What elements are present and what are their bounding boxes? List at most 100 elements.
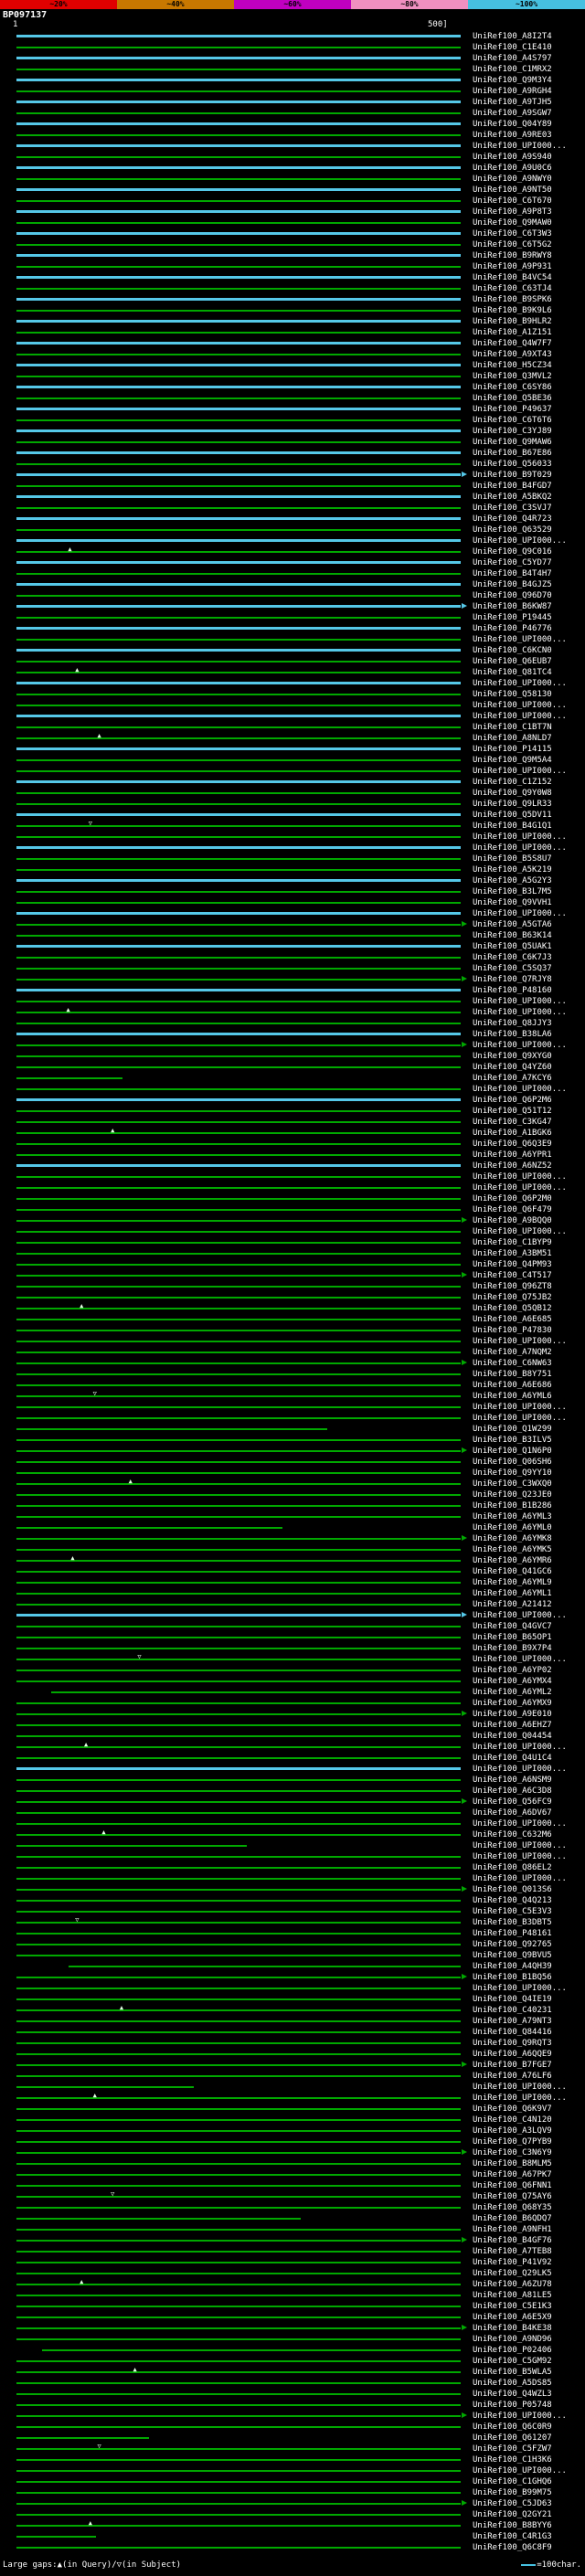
- subject-label[interactable]: UniRef100_C5JD63: [473, 2499, 552, 2508]
- alignment-bar[interactable]: [16, 79, 461, 81]
- alignment-bar[interactable]: [16, 1549, 461, 1551]
- alignment-bar[interactable]: [16, 661, 461, 663]
- subject-label[interactable]: UniRef100_A7KCY6: [473, 1074, 552, 1083]
- subject-label[interactable]: UniRef100_Q4W7F7: [473, 339, 552, 348]
- alignment-bar[interactable]: [16, 2393, 461, 2395]
- alignment-bar[interactable]: [16, 398, 461, 399]
- alignment-bar[interactable]: [16, 156, 461, 158]
- subject-label[interactable]: UniRef100_A5GTA6: [473, 920, 552, 929]
- alignment-bar[interactable]: [16, 1944, 461, 1945]
- subject-label[interactable]: UniRef100_Q75JB2: [473, 1293, 552, 1302]
- alignment-bar[interactable]: [16, 803, 461, 805]
- alignment-bar[interactable]: [16, 2086, 194, 2088]
- alignment-bar[interactable]: [16, 2196, 461, 2198]
- subject-label[interactable]: UniRef100_P48161: [473, 1929, 552, 1938]
- alignment-bar[interactable]: [16, 1988, 461, 1989]
- alignment-bar[interactable]: [16, 2141, 461, 2143]
- subject-label[interactable]: UniRef100_UPI000...: [473, 679, 567, 688]
- subject-label[interactable]: UniRef100_B67E86: [473, 449, 552, 458]
- subject-label[interactable]: UniRef100_UPI000...: [473, 1841, 567, 1850]
- subject-label[interactable]: UniRef100_C5FZW7: [473, 2444, 552, 2454]
- subject-label[interactable]: UniRef100_C6K7J3: [473, 953, 552, 962]
- alignment-bar[interactable]: [16, 1933, 461, 1935]
- alignment-bar[interactable]: [16, 1977, 461, 1978]
- subject-label[interactable]: UniRef100_Q4U1C4: [473, 1754, 552, 1763]
- alignment-bar[interactable]: [16, 188, 461, 191]
- alignment-bar[interactable]: [16, 441, 461, 443]
- subject-label[interactable]: UniRef100_C3N6Y9: [473, 2148, 552, 2157]
- alignment-bar[interactable]: [16, 1319, 461, 1320]
- alignment-bar[interactable]: [16, 1527, 283, 1529]
- alignment-bar[interactable]: [16, 210, 461, 213]
- subject-label[interactable]: UniRef100_Q9MAW0: [473, 218, 552, 228]
- subject-label[interactable]: UniRef100_Q4PM93: [473, 1260, 552, 1269]
- subject-label[interactable]: UniRef100_C5E3V3: [473, 1907, 552, 1916]
- subject-label[interactable]: UniRef100_A9NT50: [473, 186, 552, 195]
- alignment-bar[interactable]: [16, 1231, 461, 1233]
- subject-label[interactable]: UniRef100_A67PK7: [473, 2170, 552, 2179]
- alignment-bar[interactable]: [16, 517, 461, 520]
- subject-label[interactable]: UniRef100_Q06SH6: [473, 1458, 552, 1467]
- alignment-bar[interactable]: [16, 2053, 461, 2055]
- subject-label[interactable]: UniRef100_Q6P2M0: [473, 1194, 552, 1203]
- alignment-bar[interactable]: [16, 495, 461, 498]
- subject-label[interactable]: UniRef100_B4KE38: [473, 2324, 552, 2333]
- alignment-bar[interactable]: [16, 1648, 461, 1649]
- alignment-bar[interactable]: [16, 2031, 461, 2033]
- subject-label[interactable]: UniRef100_Q7RJY8: [473, 975, 552, 984]
- subject-label[interactable]: UniRef100_Q6FNN1: [473, 2181, 552, 2190]
- subject-label[interactable]: UniRef100_P47830: [473, 1326, 552, 1335]
- subject-label[interactable]: UniRef100_Q6C0R9: [473, 2422, 552, 2432]
- subject-label[interactable]: UniRef100_C3KG47: [473, 1118, 552, 1127]
- alignment-bar[interactable]: [16, 429, 461, 432]
- subject-label[interactable]: UniRef100_Q6K9V7: [473, 2104, 552, 2114]
- subject-label[interactable]: UniRef100_C1BT7N: [473, 723, 552, 732]
- subject-label[interactable]: UniRef100_Q1N6P0: [473, 1447, 552, 1456]
- subject-label[interactable]: UniRef100_Q1W299: [473, 1425, 552, 1434]
- subject-label[interactable]: UniRef100_B4VC54: [473, 273, 552, 282]
- subject-label[interactable]: UniRef100_A9NWY0: [473, 175, 552, 184]
- subject-label[interactable]: UniRef100_B8Y751: [473, 1370, 552, 1379]
- alignment-bar[interactable]: [42, 2349, 461, 2351]
- alignment-bar[interactable]: [16, 1757, 461, 1759]
- alignment-bar[interactable]: [16, 1593, 461, 1595]
- subject-label[interactable]: UniRef100_Q58130: [473, 690, 552, 699]
- subject-label[interactable]: UniRef100_Q4Q213: [473, 1896, 552, 1905]
- subject-label[interactable]: UniRef100_P19445: [473, 613, 552, 622]
- alignment-bar[interactable]: [16, 2536, 96, 2538]
- subject-label[interactable]: UniRef100_A9P931: [473, 262, 552, 271]
- alignment-bar[interactable]: [16, 1767, 461, 1770]
- alignment-bar[interactable]: [16, 1614, 461, 1617]
- subject-label[interactable]: UniRef100_Q56033: [473, 460, 552, 469]
- alignment-bar[interactable]: [16, 134, 461, 136]
- subject-label[interactable]: UniRef100_UPI000...: [473, 2412, 567, 2421]
- subject-label[interactable]: UniRef100_Q5BE36: [473, 394, 552, 403]
- subject-label[interactable]: UniRef100_UPI000...: [473, 635, 567, 644]
- subject-label[interactable]: UniRef100_A6YML6: [473, 1392, 552, 1401]
- subject-label[interactable]: UniRef100_B63K14: [473, 931, 552, 940]
- subject-label[interactable]: UniRef100_A9E010: [473, 1710, 552, 1719]
- alignment-bar[interactable]: [16, 551, 461, 553]
- subject-label[interactable]: UniRef100_A6DV67: [473, 1808, 552, 1818]
- subject-label[interactable]: UniRef100_A6YML1: [473, 1589, 552, 1598]
- alignment-bar[interactable]: [16, 1494, 461, 1496]
- alignment-bar[interactable]: [16, 2097, 461, 2099]
- subject-label[interactable]: UniRef100_C1GHQ6: [473, 2477, 552, 2486]
- alignment-bar[interactable]: [16, 1428, 327, 1430]
- subject-label[interactable]: UniRef100_A6YML0: [473, 1523, 552, 1532]
- alignment-bar[interactable]: [16, 1362, 461, 1364]
- subject-label[interactable]: UniRef100_A6QQE9: [473, 2050, 552, 2059]
- subject-label[interactable]: UniRef100_Q4GVC7: [473, 1622, 552, 1631]
- alignment-bar[interactable]: [16, 924, 461, 926]
- alignment-bar[interactable]: [16, 2492, 461, 2494]
- subject-label[interactable]: UniRef100_Q84416: [473, 2028, 552, 2037]
- alignment-bar[interactable]: [16, 1856, 461, 1858]
- alignment-bar[interactable]: [16, 288, 461, 290]
- alignment-bar[interactable]: [16, 419, 461, 421]
- alignment-bar[interactable]: [16, 1308, 461, 1309]
- subject-label[interactable]: UniRef100_A7NQM2: [473, 1348, 552, 1357]
- subject-label[interactable]: UniRef100_A6E686: [473, 1381, 552, 1390]
- alignment-bar[interactable]: [16, 144, 461, 147]
- alignment-bar[interactable]: [16, 2009, 461, 2011]
- alignment-bar[interactable]: [16, 376, 461, 377]
